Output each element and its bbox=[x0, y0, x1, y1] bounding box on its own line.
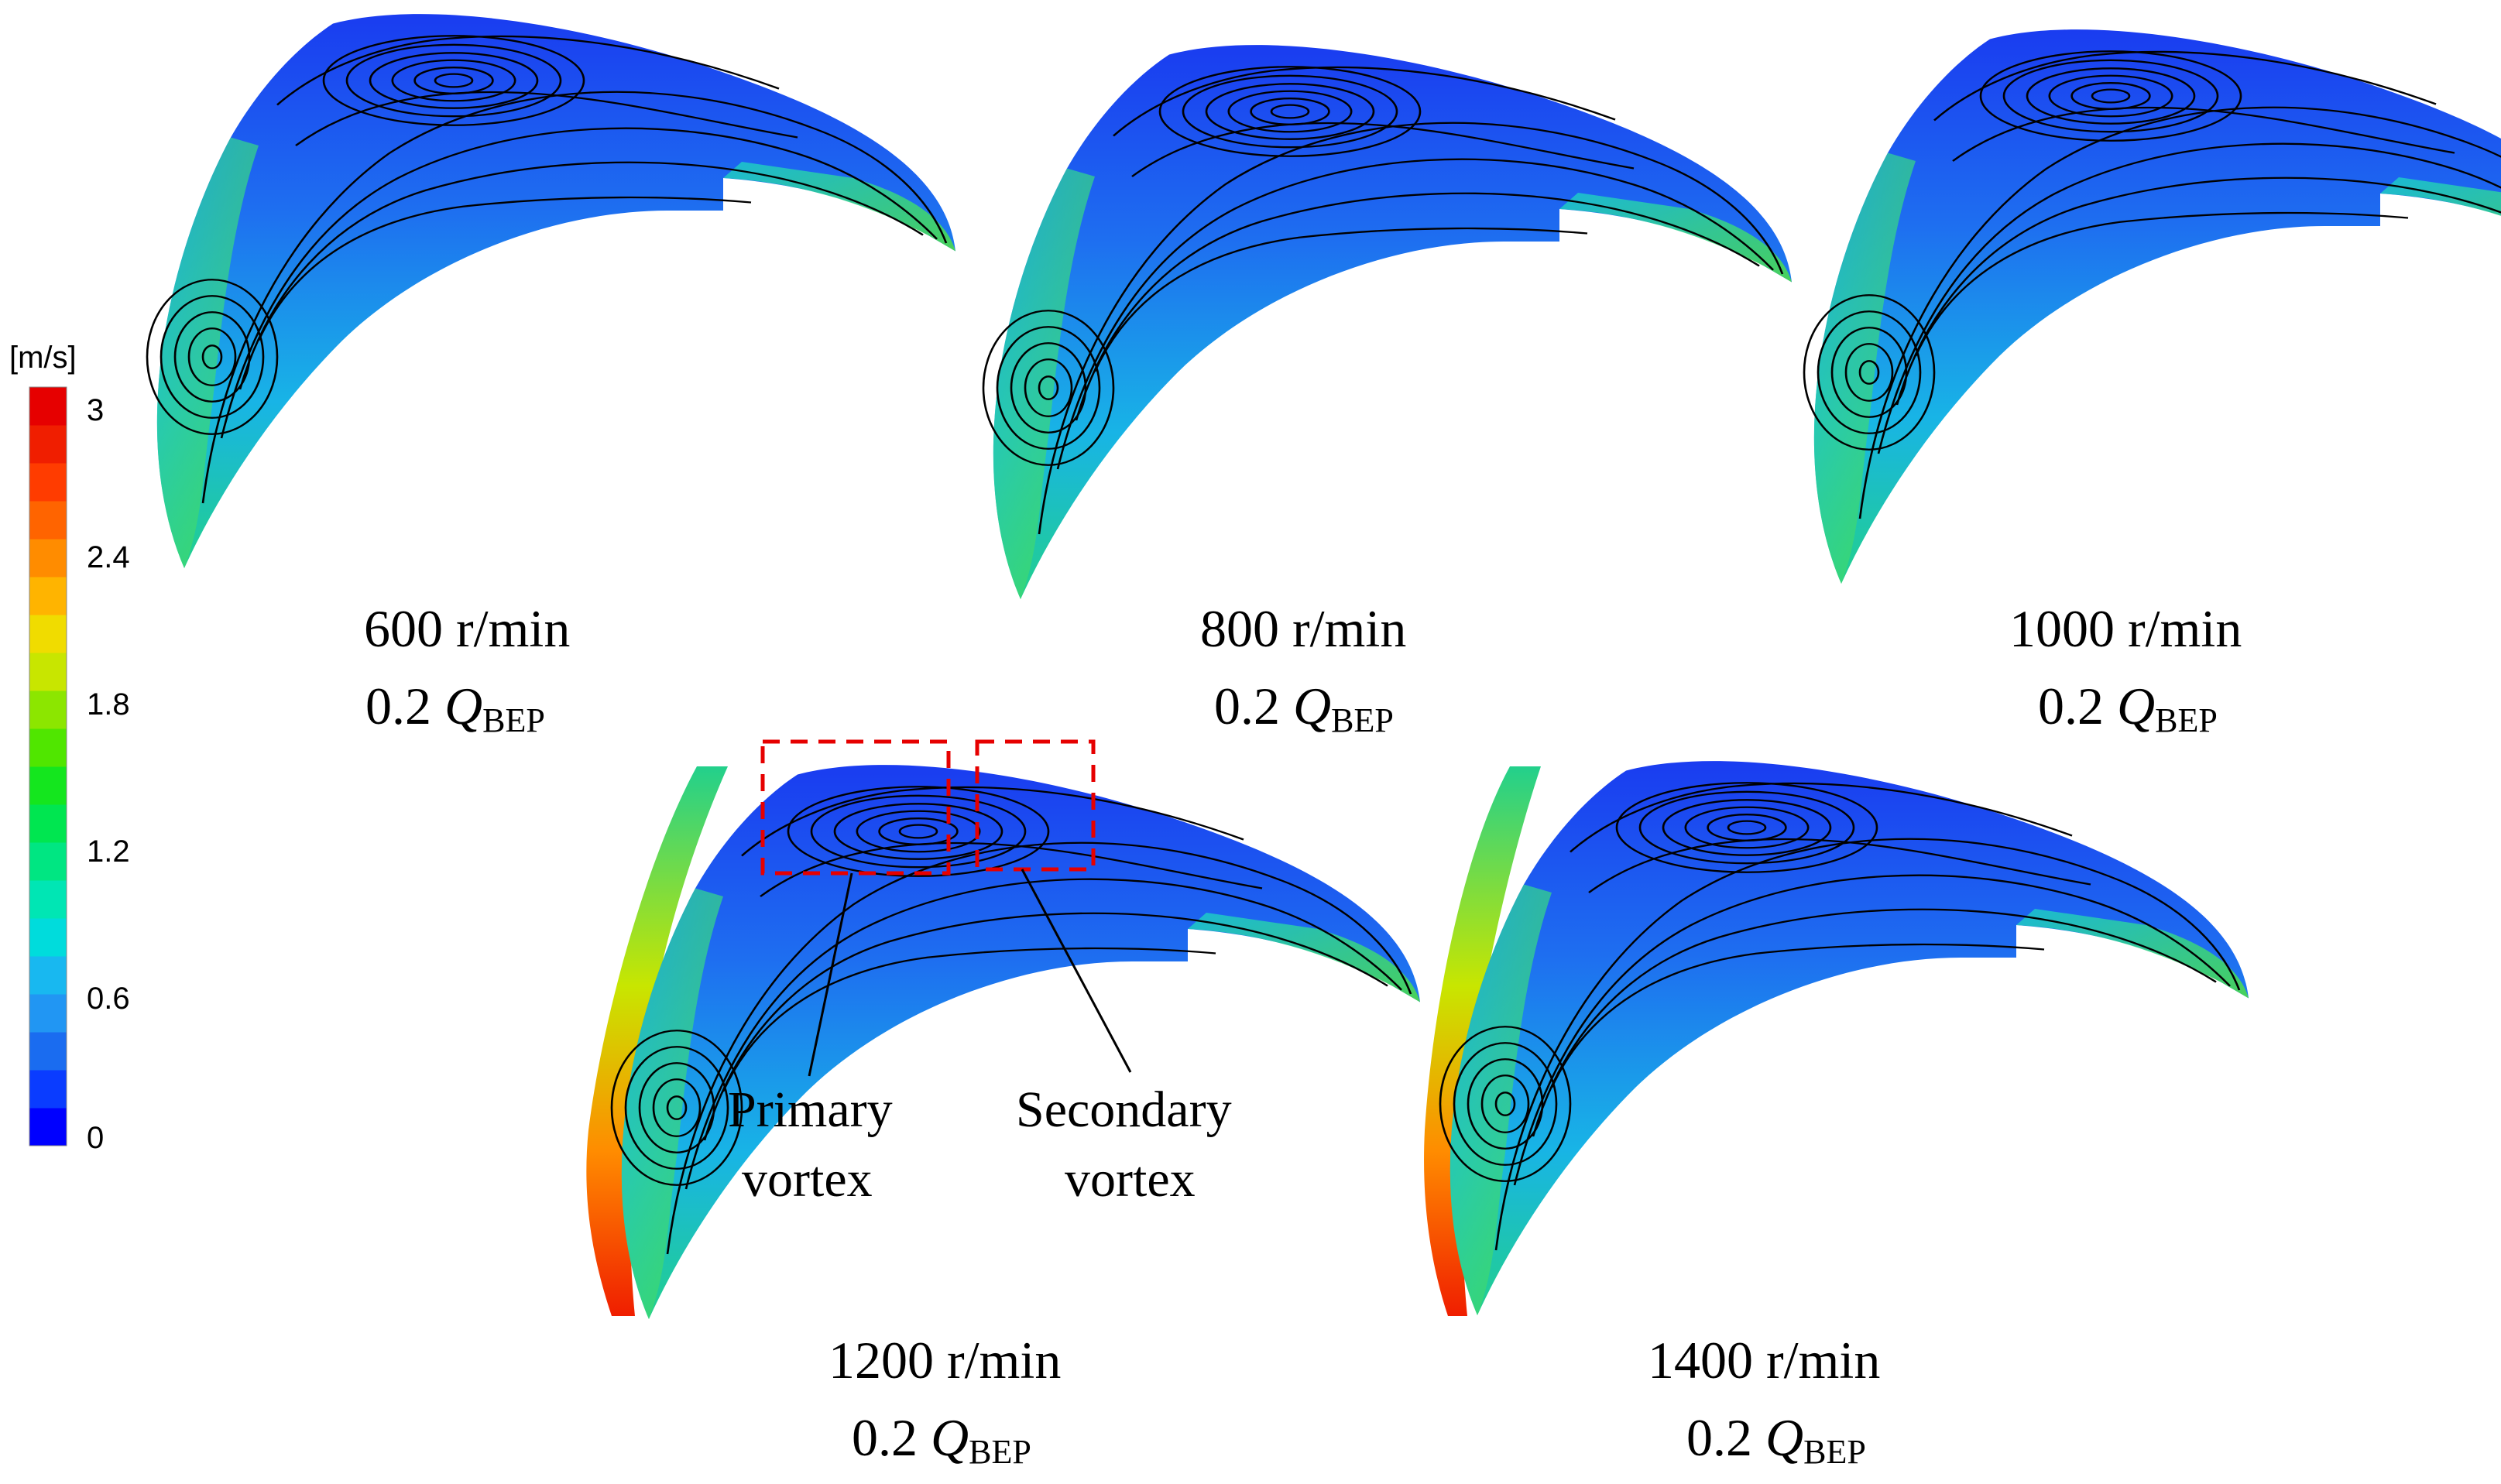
colorbar-tick-1-8: 1.8 bbox=[87, 687, 130, 721]
panel-1000-rpm: 1000 r/min 0.2 QBEP bbox=[1803, 28, 2501, 739]
colorbar-band bbox=[29, 956, 67, 995]
panel-speed-label: 600 r/min bbox=[364, 599, 570, 658]
colorbar-band bbox=[29, 1032, 67, 1071]
colorbar-bands bbox=[29, 387, 67, 1146]
primary-vortex-label-2: vortex bbox=[742, 1151, 873, 1208]
panel-speed-label: 1000 r/min bbox=[2009, 599, 2242, 658]
flow-field-800 bbox=[982, 43, 1793, 601]
panel-flow-label: 0.2 QBEP bbox=[1214, 677, 1394, 739]
colorbar-band bbox=[29, 804, 67, 843]
panel-flow-label: 0.2 QBEP bbox=[2038, 677, 2218, 739]
colorbar-band bbox=[29, 918, 67, 957]
panel-600-rpm: 600 r/min 0.2 QBEP bbox=[146, 12, 957, 739]
primary-vortex-box bbox=[760, 739, 951, 876]
colorbar-band bbox=[29, 577, 67, 615]
secondary-vortex-label-2: vortex bbox=[1065, 1151, 1196, 1208]
colorbar-band bbox=[29, 691, 67, 729]
panel-speed-label: 800 r/min bbox=[1200, 599, 1406, 658]
colorbar-band bbox=[29, 615, 67, 653]
colorbar-tick-2-4: 2.4 bbox=[87, 540, 130, 574]
primary-leader-line bbox=[808, 872, 853, 1077]
panel-flow-label: 0.2 QBEP bbox=[365, 677, 545, 739]
panel-1200-rpm: Primary vortex Secondary vortex 1200 r/m… bbox=[586, 739, 1422, 1471]
colorbar-frame bbox=[29, 386, 67, 1146]
colorbar-band bbox=[29, 880, 67, 919]
panel-flow-label: 0.2 QBEP bbox=[1686, 1408, 1866, 1471]
colorbar-band bbox=[29, 463, 67, 502]
colorbar-band bbox=[29, 1070, 67, 1109]
colorbar-band bbox=[29, 539, 67, 577]
panel-800-rpm: 800 r/min 0.2 QBEP bbox=[982, 43, 1793, 739]
flow-field-1400 bbox=[1439, 759, 2250, 1317]
colorbar-tick-1-2: 1.2 bbox=[87, 835, 130, 869]
colorbar-band bbox=[29, 994, 67, 1033]
panel-1400-rpm: 1400 r/min 0.2 QBEP bbox=[1424, 759, 2250, 1471]
colorbar-band bbox=[29, 387, 67, 426]
primary-vortex-label-1: Primary bbox=[728, 1081, 893, 1138]
colorbar-band bbox=[29, 425, 67, 464]
colorbar-unit: [m/s] bbox=[9, 341, 77, 375]
secondary-vortex-label-1: Secondary bbox=[1016, 1081, 1232, 1138]
flow-field-600 bbox=[146, 12, 957, 570]
colorbar-band bbox=[29, 842, 67, 881]
colorbar-tick-3: 3 bbox=[87, 393, 104, 427]
colorbar-band bbox=[29, 766, 67, 805]
colorbar-tick-0-6: 0.6 bbox=[87, 982, 130, 1016]
colorbar-tick-0: 0 bbox=[87, 1121, 104, 1155]
panel-flow-label: 0.2 QBEP bbox=[852, 1408, 1031, 1471]
colorbar: [m/s] 3 2.4 1.8 1.2 0.6 0 bbox=[9, 341, 130, 1155]
panel-speed-label: 1200 r/min bbox=[829, 1331, 1061, 1390]
secondary-vortex-box bbox=[975, 739, 1096, 872]
colorbar-band bbox=[29, 728, 67, 767]
colorbar-band bbox=[29, 501, 67, 540]
colorbar-band bbox=[29, 653, 67, 691]
flow-field-1200 bbox=[610, 763, 1422, 1321]
flow-field-1000 bbox=[1803, 28, 2501, 585]
panel-speed-label: 1400 r/min bbox=[1648, 1331, 1880, 1390]
secondary-leader-line bbox=[1021, 869, 1132, 1073]
colorbar-band bbox=[29, 1108, 67, 1146]
